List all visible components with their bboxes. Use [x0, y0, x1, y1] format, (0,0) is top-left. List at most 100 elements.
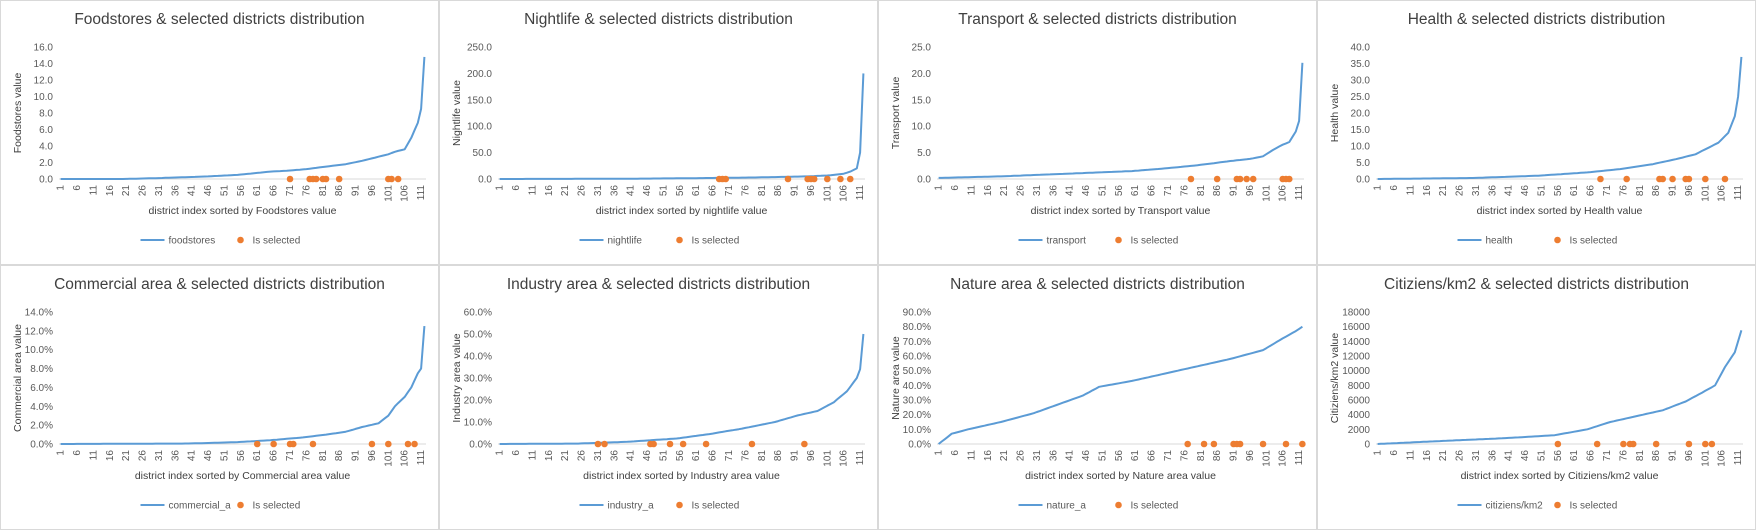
y-tick-label: 60.0%: [464, 308, 492, 319]
x-tick-label: 46: [642, 185, 653, 197]
x-tick-label: 81: [1196, 185, 1207, 197]
x-tick-label: 36: [609, 450, 620, 462]
chart-title: Foodstores & selected districts distribu…: [74, 11, 365, 28]
selected-point: [702, 440, 710, 448]
chart-panel: Nature area & selected districts distrib…: [878, 265, 1317, 530]
selected-point: [1282, 440, 1290, 448]
x-tick-label: 26: [138, 450, 149, 462]
y-tick-label: 200.0: [467, 69, 492, 80]
x-tick-label: 111: [855, 450, 866, 466]
x-tick-label: 16: [1422, 185, 1433, 197]
x-tick-label: 96: [1684, 185, 1695, 197]
x-tick-label: 76: [740, 450, 751, 462]
chart-title: Industry area & selected districts distr…: [506, 276, 811, 293]
x-tick-label: 61: [1130, 185, 1141, 197]
x-tick-label: 6: [72, 450, 83, 456]
x-tick-label: 6: [1389, 185, 1400, 191]
x-tick-label: 66: [708, 450, 719, 462]
x-tick-label: 86: [773, 185, 784, 197]
x-tick-label: 61: [1569, 450, 1580, 462]
y-tick-label: 12000: [1342, 352, 1370, 363]
x-tick-label: 101: [1700, 185, 1711, 202]
chart-title: Transport & selected districts distribut…: [958, 11, 1237, 28]
y-tick-label: 2000: [1348, 425, 1371, 436]
y-axis-label: Transport value: [890, 77, 902, 150]
x-tick-label: 101: [822, 450, 833, 467]
x-tick-label: 41: [1065, 185, 1076, 197]
legend-series-label: health: [1486, 236, 1513, 247]
legend-dot-marker: [1115, 236, 1122, 244]
x-tick-label: 106: [839, 450, 850, 467]
x-tick-label: 41: [626, 450, 637, 462]
y-tick-label: 0.0%: [30, 440, 53, 451]
legend-dot-label: Is selected: [253, 501, 301, 512]
y-tick-label: 50.0%: [464, 330, 492, 341]
x-tick-label: 91: [1229, 185, 1240, 197]
y-tick-label: 50.0: [473, 148, 493, 159]
legend-series-label: foodstores: [169, 236, 216, 247]
selected-point: [1187, 175, 1195, 183]
x-tick-label: 11: [527, 185, 538, 196]
legend-dot-label: Is selected: [1131, 236, 1179, 247]
x-tick-label: 76: [1179, 185, 1190, 197]
selected-point: [1285, 175, 1293, 183]
x-tick-label: 51: [1536, 185, 1547, 197]
x-tick-label: 81: [318, 185, 329, 197]
y-tick-label: 30.0%: [903, 396, 931, 407]
x-tick-label: 106: [1717, 185, 1728, 202]
x-tick-label: 96: [1245, 185, 1256, 197]
legend-series-label: transport: [1047, 236, 1087, 247]
y-tick-label: 8.0%: [30, 364, 53, 375]
y-tick-label: 12.0: [34, 76, 54, 87]
series-line: [937, 325, 1303, 445]
x-tick-label: 21: [121, 450, 132, 462]
x-tick-label: 96: [367, 450, 378, 462]
x-tick-label: 26: [138, 185, 149, 197]
y-tick-label: 60.0%: [903, 352, 931, 363]
y-tick-label: 25.0: [1351, 92, 1371, 103]
selected-point: [1299, 440, 1306, 448]
selected-point: [1721, 175, 1729, 183]
x-tick-label: 76: [1618, 450, 1629, 462]
selected-point: [1669, 175, 1676, 183]
y-axis-label: Health value: [1329, 84, 1341, 143]
y-tick-label: 4.0: [39, 142, 53, 153]
legend-dot-label: Is selected: [692, 501, 740, 512]
x-tick-label: 71: [285, 450, 296, 462]
x-tick-label: 56: [1114, 185, 1125, 197]
x-tick-label: 111: [855, 185, 866, 201]
x-tick-label: 36: [1048, 450, 1059, 462]
x-tick-label: 86: [1651, 185, 1662, 197]
y-tick-label: 10000: [1342, 366, 1370, 377]
selected-point: [322, 175, 330, 183]
selected-point: [1249, 175, 1257, 183]
y-tick-label: 10.0: [1351, 142, 1371, 153]
chart-title: Health & selected districts distribution: [1407, 11, 1666, 28]
x-tick-label: 91: [790, 185, 801, 197]
y-tick-label: 10.0%: [25, 345, 53, 356]
selected-point: [270, 440, 277, 448]
x-tick-label: 41: [187, 450, 198, 462]
x-tick-label: 86: [773, 450, 784, 462]
y-tick-label: 40.0%: [903, 381, 931, 392]
chart-svg: 0.0%10.0%20.0%30.0%40.0%50.0%60.0%1 6 11 16…: [451, 308, 866, 512]
x-tick-label: 11: [1405, 185, 1416, 196]
x-tick-label: 36: [609, 185, 620, 197]
selected-point: [404, 440, 412, 448]
x-axis-label: district index sorted by nightlife value: [596, 205, 768, 217]
legend-dot-label: Is selected: [1570, 501, 1618, 512]
selected-point: [1623, 175, 1630, 183]
x-tick-label: 11: [966, 185, 977, 196]
y-tick-label: 5.0: [1356, 158, 1370, 169]
y-tick-label: 0.0: [39, 175, 53, 186]
chart-panel: Citiziens/km2 & selected districts distr…: [1317, 265, 1756, 530]
x-tick-label: 11: [88, 185, 99, 196]
x-tick-label: 66: [708, 185, 719, 197]
x-tick-label: 36: [1048, 185, 1059, 197]
y-tick-label: 10.0: [912, 122, 932, 133]
selected-point: [1210, 440, 1218, 448]
y-tick-label: 0.0: [1356, 175, 1370, 186]
selected-point: [824, 175, 831, 183]
x-tick-label: 46: [1520, 450, 1531, 462]
chart-title: Commercial area & selected districts dis…: [54, 276, 385, 293]
